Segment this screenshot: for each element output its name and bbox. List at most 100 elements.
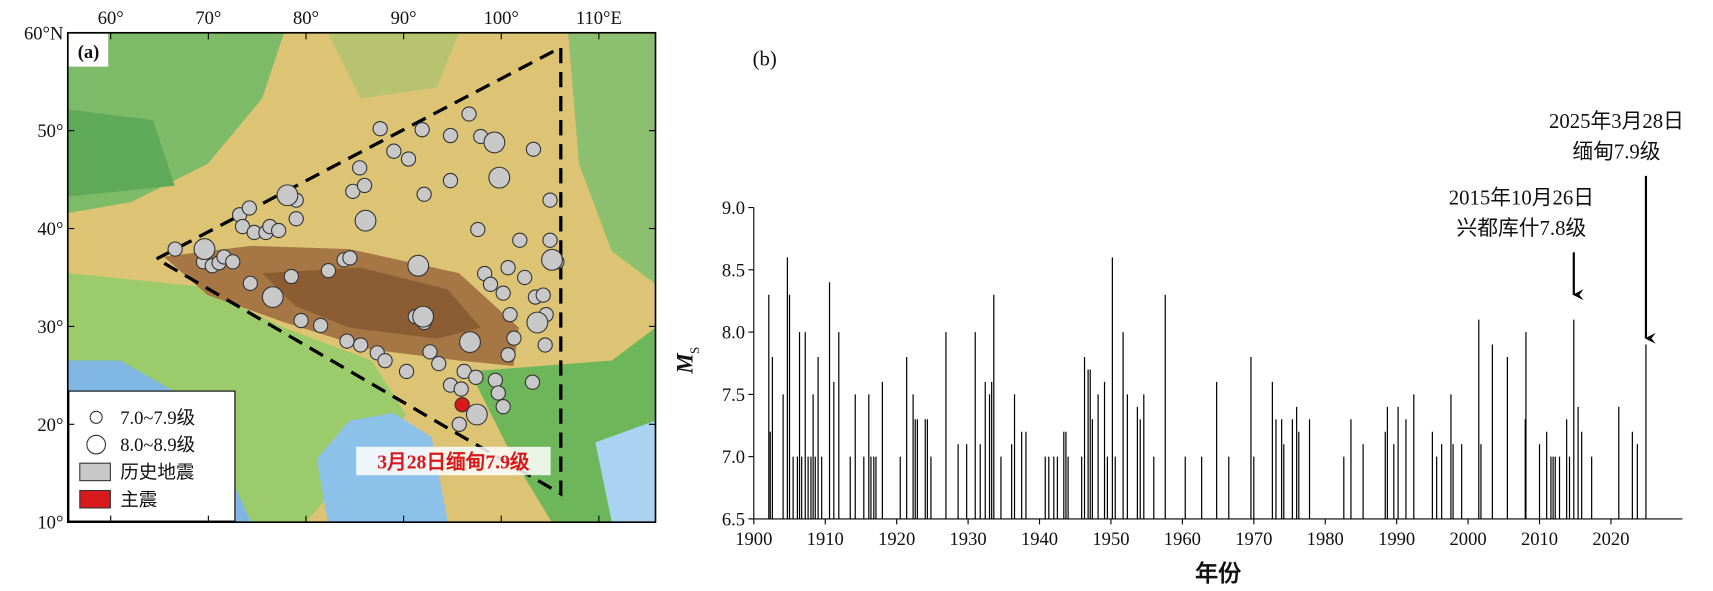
- earthquake-point: [352, 160, 368, 176]
- region-boundary: [155, 44, 563, 497]
- earthquake-point: [537, 337, 553, 353]
- legend-symbol: [86, 434, 107, 455]
- legend-symbol: [89, 410, 103, 424]
- earthquake-point: [465, 403, 488, 426]
- x-tick-label: 1970: [1235, 529, 1272, 550]
- x-tick-label: 2000: [1450, 529, 1487, 550]
- earthquake-point: [225, 254, 241, 270]
- x-tick-label: 90°: [391, 8, 417, 29]
- map-frame: [66, 31, 657, 523]
- earthquake-point: [526, 311, 549, 334]
- legend-swatch: [79, 489, 111, 509]
- earthquake-point: [276, 184, 299, 207]
- annotation-box: [356, 446, 551, 476]
- earthquake-point: [354, 209, 377, 232]
- y-tick-label: 7.0: [722, 447, 745, 468]
- earthquake-point: [535, 287, 551, 303]
- earthquake-point: [483, 131, 506, 154]
- y-tick-label: 8.0: [722, 323, 745, 344]
- earthquake-point: [487, 372, 504, 388]
- earthquake-point: [488, 166, 511, 189]
- earthquake-point: [386, 143, 402, 159]
- x-tick-label: 1950: [1092, 529, 1129, 550]
- earthquake-point: [412, 305, 435, 328]
- x-tick-label: 100°: [484, 8, 519, 29]
- earthquake-point: [495, 399, 511, 415]
- earthquake-point: [422, 344, 438, 360]
- y-tick-label: 20°: [37, 415, 63, 436]
- y-tick-label: 8.5: [722, 260, 745, 281]
- legend-label: 主震: [120, 490, 157, 511]
- earthquake-point: [400, 151, 417, 167]
- y-tick-label: 6.5: [722, 509, 745, 530]
- earthquake-point: [459, 331, 481, 354]
- earthquake-point: [525, 141, 542, 157]
- x-tick-label: 110°E: [576, 8, 622, 29]
- earthquake-point: [461, 106, 477, 122]
- x-tick-label: 1930: [950, 529, 987, 550]
- earthquake-point: [502, 307, 518, 323]
- earthquake-point: [442, 172, 459, 189]
- x-tick-label: 1960: [1164, 529, 1201, 550]
- earthquake-point: [416, 186, 432, 202]
- earthquake-point: [242, 275, 258, 291]
- y-axis-label-main: M: [673, 352, 698, 375]
- earthquake-point: [500, 260, 516, 276]
- earthquake-point: [542, 232, 558, 248]
- legend-swatch: [79, 462, 111, 482]
- earthquake-point: [342, 250, 358, 266]
- earthquake-point: [517, 269, 533, 286]
- mainshock-annotation: 3月28日缅甸7.9级: [377, 451, 530, 474]
- earthquake-point: [193, 238, 216, 261]
- y-axis-label-sub: S: [687, 347, 702, 354]
- panel-label: (a): [78, 42, 100, 63]
- x-tick-label: 1920: [878, 529, 915, 550]
- x-tick-label: 1990: [1378, 529, 1415, 550]
- earthquake-point: [288, 211, 304, 227]
- x-tick-label: 60°: [98, 8, 124, 29]
- annotation-text: 2015年10月26日: [1449, 186, 1594, 209]
- y-tick-label: 7.5: [722, 385, 745, 406]
- earthquake-point: [524, 374, 541, 390]
- earthquake-point: [506, 330, 522, 346]
- earthquake-point: [414, 122, 430, 138]
- earthquake-point: [442, 127, 459, 144]
- legend-label: 7.0~7.9级: [120, 408, 195, 429]
- legend-label: 历史地震: [120, 462, 194, 483]
- x-tick-label: 1940: [1021, 529, 1058, 550]
- earthquake-point: [261, 286, 284, 308]
- annotation-text: 2025年3月28日: [1549, 110, 1684, 133]
- earthquake-point: [293, 312, 309, 329]
- panel-label: (b): [753, 49, 777, 71]
- earthquake-point: [339, 333, 355, 349]
- annotation-text: 兴都库什7.8级: [1457, 217, 1587, 240]
- mainshock-point: [454, 397, 470, 413]
- y-tick-label: 10°: [37, 513, 63, 534]
- earthquake-point: [495, 285, 511, 301]
- earthquake-point: [241, 200, 258, 216]
- y-tick-label: 40°: [37, 219, 63, 240]
- earthquake-point: [320, 262, 337, 279]
- earthquake-point: [470, 221, 486, 238]
- earthquake-point: [542, 192, 558, 208]
- y-tick-label: 9.0: [722, 198, 745, 219]
- earthquake-point: [512, 232, 528, 248]
- panel-label-box: [68, 33, 109, 67]
- y-axis-label: MS: [673, 347, 703, 375]
- earthquake-point: [377, 353, 393, 369]
- x-axis-label: 年份: [1195, 560, 1241, 586]
- earthquake-point: [167, 241, 183, 257]
- earthquake-point: [372, 121, 388, 137]
- x-tick-label: 1910: [807, 529, 844, 550]
- y-tick-label: 60°N: [24, 23, 63, 44]
- earthquake-point: [490, 385, 506, 401]
- earthquake-point: [271, 222, 287, 239]
- x-tick-label: 80°: [293, 8, 319, 29]
- x-tick-label: 70°: [195, 8, 221, 29]
- earthquake-point: [398, 363, 415, 380]
- annotation-text: 缅甸7.9级: [1572, 140, 1660, 163]
- earthquake-point: [356, 177, 373, 194]
- x-tick-label: 1900: [735, 529, 772, 550]
